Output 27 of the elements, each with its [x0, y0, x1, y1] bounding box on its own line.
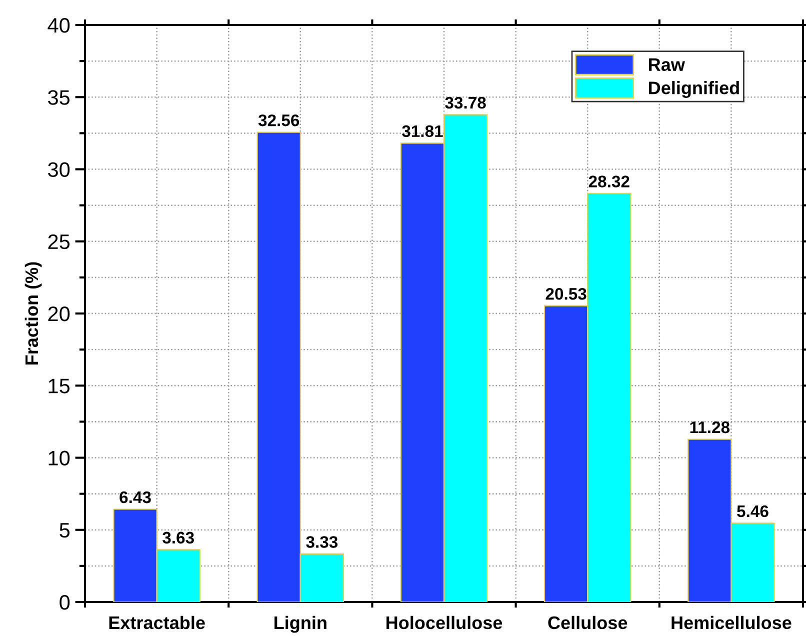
y-tick-label: 10 — [48, 450, 70, 466]
data-label: 3.33 — [306, 536, 338, 548]
y-tick-label: 0 — [60, 595, 70, 610]
x-tick-label: Cellulose — [548, 616, 628, 630]
y-tick-label: 20 — [48, 306, 70, 322]
data-label: 33.78 — [445, 96, 486, 109]
y-tick-label: 35 — [48, 90, 70, 105]
y-tick-label: 30 — [48, 162, 70, 178]
y-tick-label: 25 — [48, 234, 70, 250]
data-label: 11.28 — [690, 421, 730, 434]
data-label: 6.43 — [120, 491, 151, 504]
data-label: 28.32 — [588, 176, 630, 188]
data-label: 32.56 — [258, 114, 300, 126]
legend-label: Delignified — [649, 81, 739, 98]
data-label: 20.53 — [546, 288, 586, 300]
data-label: 31.81 — [402, 125, 443, 138]
data-label: 3.63 — [162, 532, 194, 544]
x-tick-label: Lignin — [274, 616, 326, 633]
x-tick-label: Extractable — [109, 616, 205, 630]
x-tick-label: Hemicellulose — [672, 616, 792, 630]
y-tick-label: 40 — [48, 18, 70, 33]
y-tick-label: 5 — [60, 523, 70, 538]
x-tick-label: Holocellulose — [386, 616, 502, 630]
y-axis-title: Fraction (%) — [24, 262, 42, 364]
legend-label: Raw — [649, 58, 685, 72]
y-tick-label: 15 — [48, 378, 70, 394]
data-label: 5.46 — [737, 505, 768, 518]
